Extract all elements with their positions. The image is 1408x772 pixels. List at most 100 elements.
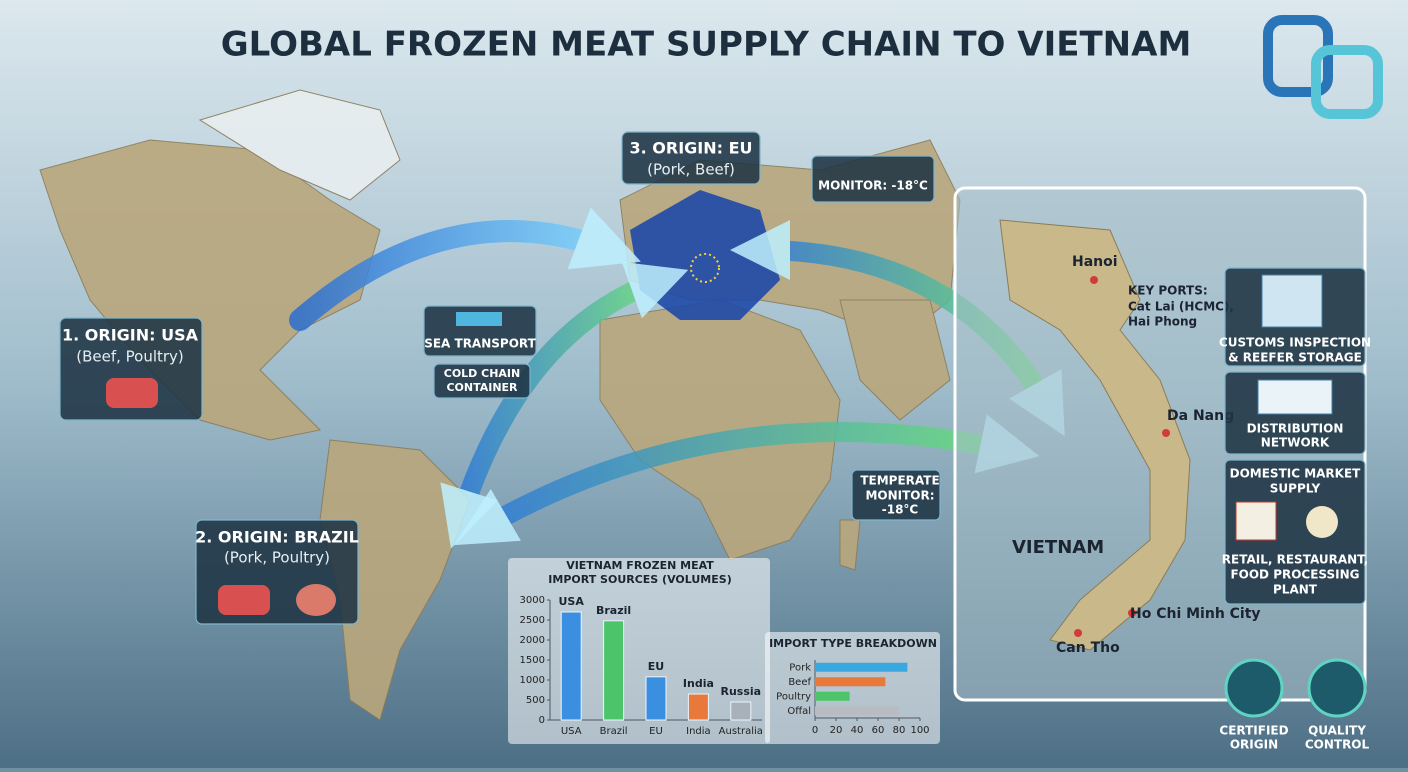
city-marker <box>1074 629 1082 637</box>
bar <box>645 676 667 721</box>
badge-text: CONTROL <box>1305 738 1370 752</box>
callout-text: CONTAINER <box>446 381 518 394</box>
bar <box>687 693 709 721</box>
callout-box <box>433 363 531 399</box>
route-brazil-vietnam <box>454 414 1040 546</box>
store-icon <box>1235 501 1277 541</box>
callout-text: COLD CHAIN <box>444 367 520 380</box>
origin-label: 2. ORIGIN: BRAZIL <box>195 528 359 547</box>
y-tick-label: 1500 <box>520 655 545 666</box>
callout-text: MONITOR: -18°C <box>818 179 928 193</box>
ports-text: Hai Phong <box>1128 315 1197 329</box>
origin-box <box>59 317 203 421</box>
callout-text: -18°C <box>882 503 919 517</box>
y-tick-label: Offal <box>787 706 811 717</box>
step-text: SUPPLY <box>1270 482 1321 496</box>
bar <box>730 701 752 721</box>
ports-label: KEY PORTS: <box>1128 284 1208 298</box>
chart-title: VIETNAM FROZEN MEAT <box>566 559 714 572</box>
origin-label: 1. ORIGIN: USA <box>62 326 199 345</box>
bar <box>603 620 625 721</box>
origin-products: (Beef, Poultry) <box>76 348 184 366</box>
step-text: DISTRIBUTION <box>1247 422 1344 436</box>
city-label: Can Tho <box>1056 640 1120 656</box>
step-text: CUSTOMS INSPECTION <box>1219 336 1371 350</box>
logo <box>1263 15 1383 119</box>
y-tick-label: Poultry <box>776 691 811 702</box>
origin-products: (Pork, Beef) <box>647 161 735 179</box>
route-usa-eu <box>289 207 641 331</box>
y-tick-label: Pork <box>789 662 811 673</box>
step-text: PLANT <box>1273 583 1318 597</box>
ports-text: Cat Lai (HCMC), <box>1128 300 1234 314</box>
bar-annotation: USA <box>559 595 585 608</box>
step-box <box>1224 459 1366 605</box>
y-tick-label: 2000 <box>520 635 545 646</box>
steak-icon <box>218 585 270 615</box>
chart-panel <box>765 632 940 744</box>
x-tick-label: Brazil <box>600 726 628 737</box>
bar <box>815 662 908 672</box>
y-tick-label: 0 <box>539 715 545 726</box>
step-text: RETAIL, RESTAURANT, <box>1222 553 1368 567</box>
callout-box <box>851 469 941 521</box>
callout-box <box>811 155 935 203</box>
x-tick-label: USA <box>561 726 582 737</box>
y-tick-label: 500 <box>526 695 545 706</box>
city-marker <box>1162 429 1170 437</box>
step-text: & REEFER STORAGE <box>1228 351 1362 365</box>
chart-title: IMPORT SOURCES (VOLUMES) <box>548 573 731 586</box>
eu-stars <box>690 253 720 283</box>
bar-annotation: Russia <box>721 685 762 698</box>
x-tick-label: 60 <box>872 725 885 736</box>
badge-text: CERTIFIED <box>1219 724 1288 738</box>
bar-annotation: Brazil <box>596 604 631 617</box>
badge-text: ORIGIN <box>1230 738 1278 752</box>
step-text: NETWORK <box>1261 436 1330 450</box>
x-tick-label: 40 <box>851 725 864 736</box>
badge-text: QUALITY <box>1308 724 1366 738</box>
bar-annotation: India <box>683 677 714 690</box>
title: GLOBAL FROZEN MEAT SUPPLY CHAIN TO VIETN… <box>221 25 1192 65</box>
city-label: Hanoi <box>1072 254 1118 270</box>
callout-box <box>423 305 537 357</box>
steak-icon <box>106 378 158 408</box>
ship-icon <box>456 312 502 326</box>
x-tick-label: 80 <box>893 725 906 736</box>
vietnam-land <box>999 219 1191 651</box>
bar <box>815 677 886 687</box>
x-tick-label: Australia <box>719 726 763 737</box>
plate-icon <box>1306 506 1338 538</box>
badge <box>1307 658 1367 718</box>
callout-text: MONITOR: <box>865 489 934 503</box>
step-text: FOOD PROCESSING <box>1230 568 1359 582</box>
city-label: Da Nang <box>1167 408 1234 424</box>
x-tick-label: 100 <box>910 725 929 736</box>
city-label: Ho Chi Minh City <box>1130 606 1261 622</box>
x-tick-label: EU <box>649 726 663 737</box>
storage-icon <box>1261 274 1323 328</box>
chart-title: IMPORT TYPE BREAKDOWN <box>769 637 937 650</box>
bar <box>815 706 899 716</box>
bar-annotation: EU <box>648 660 664 673</box>
x-tick-label: 20 <box>830 725 843 736</box>
city-marker <box>1128 609 1136 617</box>
x-tick-label: 0 <box>812 725 818 736</box>
origin-label: 3. ORIGIN: EU <box>629 139 752 158</box>
bar <box>815 691 850 701</box>
step-text: DOMESTIC MARKET <box>1230 467 1362 481</box>
bar <box>560 611 582 721</box>
x-tick-label: India <box>686 726 711 737</box>
origin-box <box>621 131 761 185</box>
y-tick-label: 2500 <box>520 615 545 626</box>
y-tick-label: Beef <box>788 677 811 688</box>
callout-text: TEMPERATE <box>860 474 939 488</box>
country-label: VIETNAM <box>1012 537 1104 558</box>
y-tick-label: 3000 <box>520 595 545 606</box>
city-marker <box>1090 276 1098 284</box>
badge <box>1224 658 1284 718</box>
y-tick-label: 1000 <box>520 675 545 686</box>
origin-products: (Pork, Poultry) <box>224 549 330 567</box>
ham-icon <box>296 584 336 616</box>
